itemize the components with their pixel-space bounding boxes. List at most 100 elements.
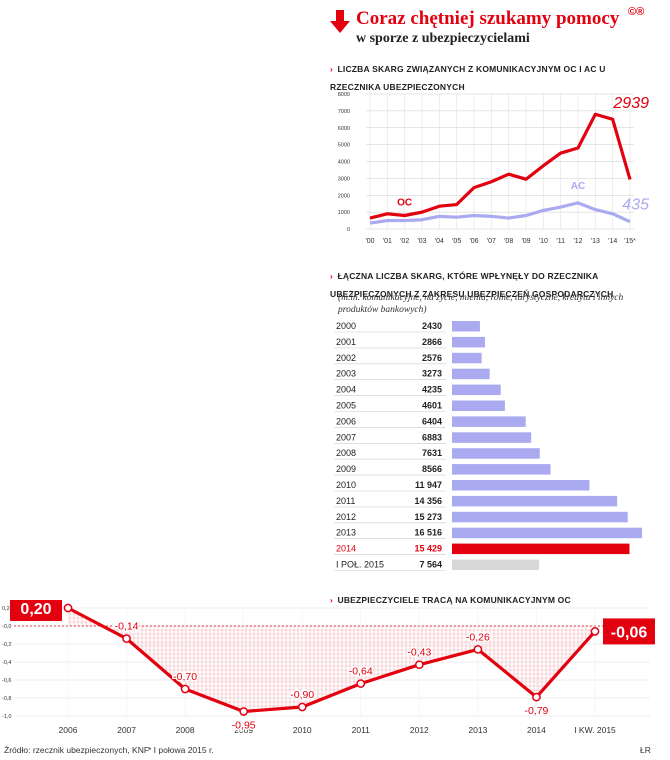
x-tick-label: '15* — [624, 238, 636, 245]
data-value-label: -0,64 — [349, 666, 373, 678]
bar-value-label: 4601 — [422, 401, 442, 411]
oc-end-value: 2939 — [612, 95, 649, 112]
bar — [452, 543, 630, 555]
bar-category-label: 2012 — [336, 512, 356, 522]
bar-category-label: 2001 — [336, 337, 356, 347]
x-tick-label: '08 — [504, 238, 513, 245]
oc-series-line — [369, 112, 632, 220]
section-arrow-icon: › — [330, 64, 334, 74]
bar-value-label: 8566 — [422, 464, 442, 474]
bar-value-label: 11 947 — [415, 480, 442, 490]
data-value-label: -0,14 — [115, 621, 139, 633]
x-tick-label: '04 — [435, 238, 444, 245]
bar — [452, 527, 642, 539]
bar-value-label: 6404 — [422, 416, 442, 426]
x-tick-label: '00 — [365, 238, 374, 245]
bar-category-label: 2004 — [336, 385, 356, 395]
down-arrow-icon — [330, 10, 350, 33]
data-point-marker — [473, 645, 483, 654]
data-point-marker — [532, 692, 541, 702]
bar-value-label: 2576 — [422, 353, 442, 363]
publisher-logo: ©® — [628, 6, 645, 18]
y-tick-label: 2000 — [338, 193, 350, 199]
highlight-value-box — [10, 600, 62, 621]
y-tick-label: -0,2 — [2, 642, 11, 648]
y-tick-label: 6000 — [338, 126, 350, 132]
bar — [452, 416, 526, 427]
data-point-marker — [297, 702, 307, 712]
oc-series-label: OC — [397, 198, 412, 209]
bar-category-label: 2013 — [336, 528, 356, 538]
y-tick-label: 7000 — [338, 109, 350, 115]
ac-series-line — [369, 201, 631, 225]
x-tick-label: 2009 — [234, 725, 253, 735]
bar-category-label: 2014 — [336, 544, 356, 554]
highlight-value-label: 0,20 — [20, 601, 51, 618]
complaints-bar-chart: 2000 2430 2001 2866 2002 2576 2003 3273 2004 4235… — [334, 321, 642, 571]
y-tick-label: 8000 — [338, 92, 350, 98]
x-tick-label: '07 — [487, 238, 496, 245]
data-point-marker — [356, 679, 366, 688]
x-tick-label: 2010 — [293, 725, 312, 735]
y-tick-label: 1000 — [338, 210, 350, 216]
bar — [452, 464, 551, 475]
y-tick-label: 5000 — [338, 143, 350, 149]
bar — [452, 480, 590, 491]
data-point-marker — [122, 634, 131, 643]
bar — [452, 336, 485, 348]
data-point-marker — [180, 684, 190, 694]
bar-value-label: 6883 — [422, 432, 442, 442]
bar — [452, 448, 540, 459]
bar — [452, 400, 505, 411]
highlight-value-box — [603, 618, 655, 645]
ac-end-value: 435 — [622, 197, 649, 214]
bar-category-label: 2000 — [336, 321, 356, 331]
x-tick-label: '13 — [591, 238, 600, 245]
bar — [452, 559, 540, 570]
bar-value-label: 4235 — [422, 385, 442, 395]
bar-value-label: 7631 — [422, 448, 442, 458]
x-tick-label: 2012 — [410, 725, 429, 735]
x-tick-label: '09 — [521, 238, 530, 245]
bar-category-label: 2002 — [336, 353, 356, 363]
x-tick-label: '11 — [556, 238, 565, 245]
x-tick-label: '14 — [608, 238, 617, 245]
highlight-value-label: -0,06 — [611, 624, 648, 641]
bar — [452, 432, 532, 443]
x-tick-label: '06 — [469, 238, 478, 245]
bar-value-label: 7 564 — [419, 560, 442, 570]
y-tick-label: -0,8 — [2, 696, 11, 702]
data-value-label: -0,26 — [466, 631, 490, 643]
x-tick-label: I KW. 2015 — [574, 725, 616, 735]
data-value-label: -0,90 — [290, 689, 314, 701]
y-tick-label: -0,0 — [2, 624, 11, 630]
oc-ac-line-chart: 8000 7000 6000 5000 4000 3000 2000 1000 0 '00 '01 '… — [338, 92, 649, 245]
x-tick-label: 2006 — [59, 725, 78, 735]
x-tick-label: 2008 — [176, 725, 195, 735]
ac-series-label: AC — [571, 181, 585, 192]
x-tick-label: 2007 — [117, 725, 136, 735]
data-point-marker — [239, 707, 249, 716]
bar — [452, 321, 480, 332]
section-arrow-icon: › — [330, 595, 334, 605]
x-tick-label: 2014 — [527, 725, 546, 735]
losses-line-chart: 0,2 -0,0 -0,2 -0,4 -0,6 -0,8 -1,0 2006 2007 2008 2… — [2, 600, 655, 735]
bar-value-label: 3273 — [422, 369, 442, 379]
bar-value-label: 15 273 — [414, 512, 442, 522]
bar-category-label: 2007 — [336, 432, 356, 442]
y-tick-label: -0,6 — [2, 678, 11, 684]
bar-value-label: 2866 — [422, 337, 442, 347]
complaints-note: (m.in. komunikacyjne, na życie, mienia, … — [338, 293, 624, 315]
bar-category-label: 2010 — [336, 480, 356, 490]
loss-series-line — [67, 606, 597, 714]
bar-value-label: 14 356 — [414, 496, 442, 506]
page-subtitle: w sporze z ubezpieczycielami — [356, 31, 530, 46]
oc-ac-section-title: › Liczba skarg związanych z komunikacyjn… — [330, 64, 606, 92]
data-value-label: -0,95 — [232, 720, 256, 732]
y-tick-label: -1,0 — [2, 714, 11, 720]
x-tick-label: 2011 — [352, 725, 371, 735]
x-tick-label: '05 — [452, 238, 461, 245]
loss-area — [68, 608, 595, 712]
data-point-marker — [414, 660, 424, 670]
bar-category-label: 2009 — [336, 464, 356, 474]
